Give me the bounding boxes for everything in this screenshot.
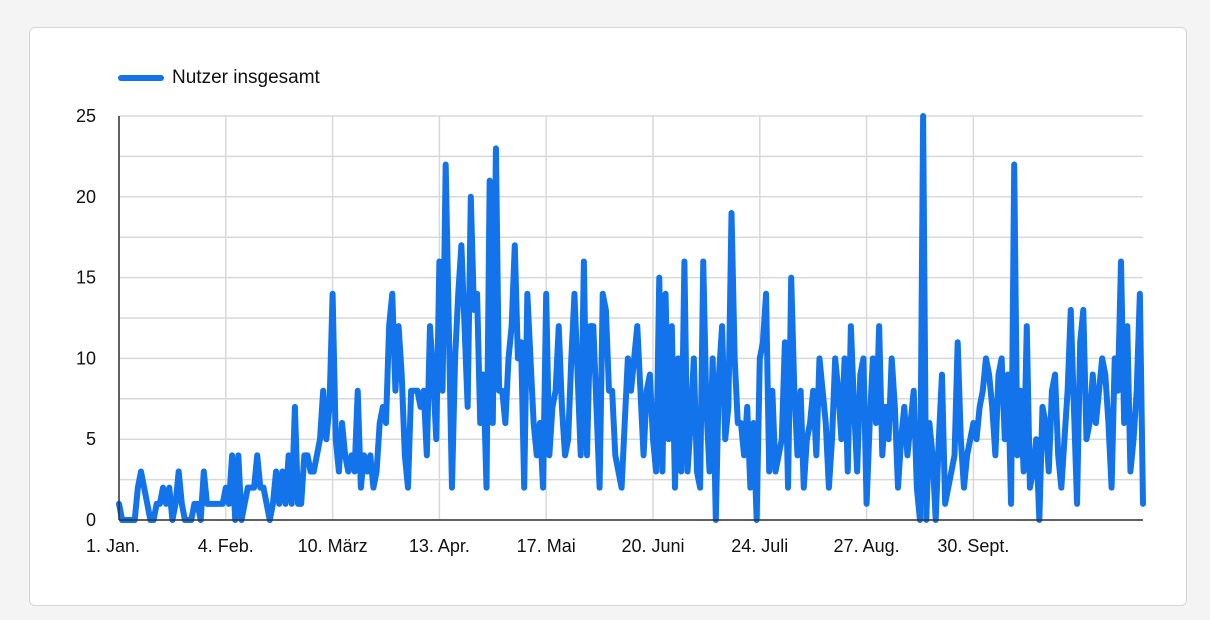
y-tick-label: 20 [76, 187, 96, 207]
grid [118, 115, 1143, 521]
y-tick-label: 15 [76, 268, 96, 288]
y-tick-label: 0 [86, 510, 96, 530]
legend[interactable]: Nutzer insgesamt [118, 66, 320, 90]
x-tick-label: 13. Apr. [409, 536, 470, 556]
x-tick-label: 10. März [298, 536, 368, 556]
y-axis-ticks: 0 5 10 15 20 25 [76, 106, 96, 530]
series-line-nutzer-insgesamt [116, 113, 1146, 523]
legend-label: Nutzer insgesamt [172, 67, 320, 88]
x-tick-label: 4. Feb. [198, 536, 254, 556]
x-tick-label: 24. Juli [731, 536, 788, 556]
x-tick-label: 20. Juni [621, 536, 684, 556]
y-tick-label: 25 [76, 106, 96, 126]
x-tick-label: 1. Jan. [86, 536, 140, 556]
x-axis-ticks: 1. Jan. 4. Feb. 10. März 13. Apr. 17. Mai 20.… [86, 536, 1009, 556]
y-tick-label: 5 [86, 429, 96, 449]
y-tick-label: 10 [76, 348, 96, 368]
x-tick-label: 27. Aug. [834, 536, 900, 556]
x-tick-label: 30. Sept. [937, 536, 1009, 556]
legend-swatch [118, 75, 164, 81]
x-tick-label: 17. Mai [517, 536, 576, 556]
